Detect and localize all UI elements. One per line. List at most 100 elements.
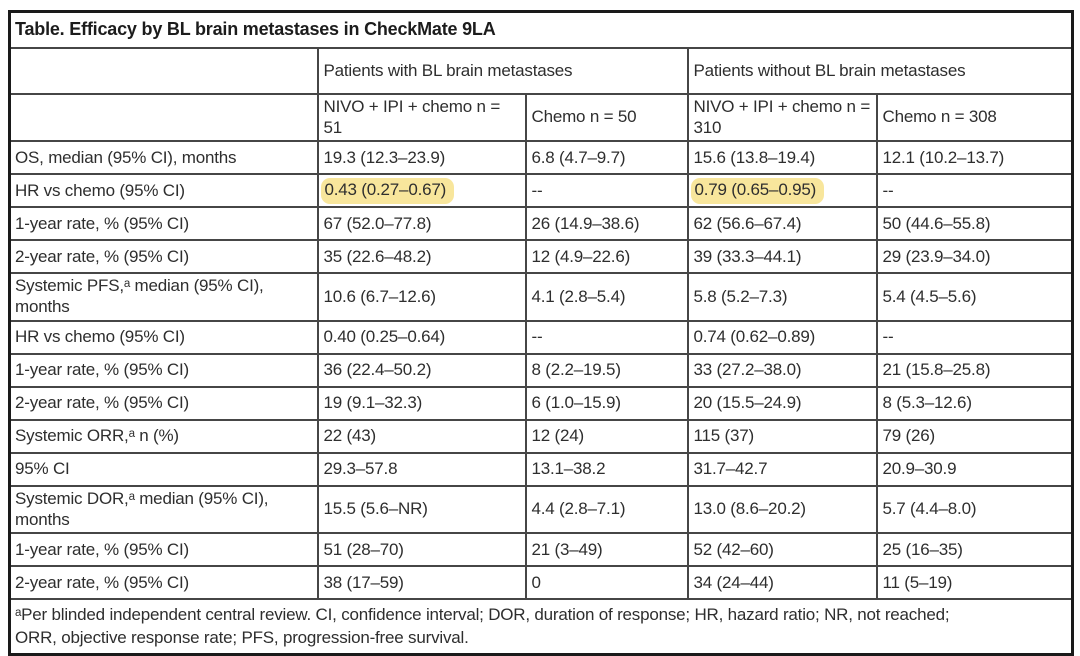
table-row: 1-year rate, % (95% CI) 36 (22.4–50.2) 8… bbox=[8, 352, 1074, 388]
efficacy-table: Table. Efficacy by BL brain metastases i… bbox=[8, 10, 1075, 656]
cell-nivo-ipi-chemo-51: 51 (28–70) bbox=[316, 532, 527, 568]
cell-chemo-50: 8 (2.2–19.5) bbox=[524, 352, 689, 388]
cell-chemo-50: 6.8 (4.7–9.7) bbox=[524, 140, 689, 176]
cell-value: 115 (37) bbox=[693, 426, 755, 446]
cell-chemo-50: -- bbox=[524, 319, 689, 355]
cell-value: 0.74 (0.62–0.89) bbox=[693, 327, 816, 347]
cell-value: 21 (3–49) bbox=[531, 539, 603, 559]
col-header-chemo-308: Chemo n = 308 bbox=[875, 92, 1074, 143]
cell-value: 25 (16–35) bbox=[882, 539, 963, 559]
row-label: Systemic PFS,ᵃ median (95% CI), months bbox=[8, 272, 319, 322]
cell-value: 12 (24) bbox=[531, 426, 585, 446]
cell-chemo-50: 4.4 (2.8–7.1) bbox=[524, 484, 689, 535]
cell-value: 62 (56.6–67.4) bbox=[693, 213, 802, 233]
table-row: 2-year rate, % (95% CI) 19 (9.1–32.3) 6 … bbox=[8, 385, 1074, 421]
cell-value: 0.43 (0.27–0.67) bbox=[320, 178, 455, 204]
cell-chemo-308: 21 (15.8–25.8) bbox=[875, 352, 1074, 388]
cell-nivo-ipi-chemo-51: 29.3–57.8 bbox=[316, 451, 527, 487]
cell-chemo-308: -- bbox=[875, 173, 1074, 209]
cell-nivo-ipi-chemo-51: 10.6 (6.7–12.6) bbox=[316, 272, 527, 322]
cell-chemo-308: 79 (26) bbox=[875, 418, 1074, 454]
cell-value: 31.7–42.7 bbox=[693, 459, 768, 479]
cell-nivo-ipi-chemo-310: 0.74 (0.62–0.89) bbox=[686, 319, 878, 355]
cell-value: 13.1–38.2 bbox=[531, 459, 606, 479]
cell-nivo-ipi-chemo-51: 35 (22.6–48.2) bbox=[316, 239, 527, 275]
table-row: Systemic PFS,ᵃ median (95% CI), months 1… bbox=[8, 272, 1074, 322]
cell-nivo-ipi-chemo-51: 22 (43) bbox=[316, 418, 527, 454]
empty-corner-cell bbox=[8, 47, 319, 95]
cell-value: 34 (24–44) bbox=[693, 572, 774, 592]
cell-chemo-50: 13.1–38.2 bbox=[524, 451, 689, 487]
cell-chemo-50: 21 (3–49) bbox=[524, 532, 689, 568]
cell-value: 15.6 (13.8–19.4) bbox=[693, 147, 816, 167]
column-header-row: NIVO + IPI + chemo n = 51 Chemo n = 50 N… bbox=[8, 92, 1074, 143]
footnote-line-1: ᵃPer blinded independent central review.… bbox=[15, 605, 950, 625]
table-title: Table. Efficacy by BL brain metastases i… bbox=[8, 10, 1074, 49]
row-label: 2-year rate, % (95% CI) bbox=[8, 385, 319, 421]
cell-nivo-ipi-chemo-51: 19 (9.1–32.3) bbox=[316, 385, 527, 421]
cell-value: 33 (27.2–38.0) bbox=[693, 360, 802, 380]
cell-value: -- bbox=[882, 180, 894, 200]
cell-chemo-308: 5.4 (4.5–5.6) bbox=[875, 272, 1074, 322]
cell-chemo-50: 6 (1.0–15.9) bbox=[524, 385, 689, 421]
cell-chemo-308: 12.1 (10.2–13.7) bbox=[875, 140, 1074, 176]
cell-nivo-ipi-chemo-310: 115 (37) bbox=[686, 418, 878, 454]
table-row: 95% CI 29.3–57.8 13.1–38.2 31.7–42.7 20.… bbox=[8, 451, 1074, 487]
cell-value: -- bbox=[531, 327, 543, 347]
cell-value: 39 (33.3–44.1) bbox=[693, 246, 802, 266]
cell-value: 50 (44.6–55.8) bbox=[882, 213, 991, 233]
footnote: ᵃPer blinded independent central review.… bbox=[8, 598, 1074, 656]
cell-value: 19.3 (12.3–23.9) bbox=[323, 147, 446, 167]
cell-value: 51 (28–70) bbox=[323, 539, 404, 559]
table-row: Systemic DOR,ᵃ median (95% CI), months 1… bbox=[8, 484, 1074, 535]
row-label: 2-year rate, % (95% CI) bbox=[8, 565, 319, 601]
cell-chemo-50: 4.1 (2.8–5.4) bbox=[524, 272, 689, 322]
cell-nivo-ipi-chemo-51: 0.43 (0.27–0.67) bbox=[316, 173, 527, 209]
cell-chemo-308: 25 (16–35) bbox=[875, 532, 1074, 568]
cell-value: 12 (4.9–22.6) bbox=[531, 246, 631, 266]
cell-nivo-ipi-chemo-51: 36 (22.4–50.2) bbox=[316, 352, 527, 388]
cell-chemo-50: 26 (14.9–38.6) bbox=[524, 206, 689, 242]
cell-value: 35 (22.6–48.2) bbox=[323, 246, 432, 266]
col-header-nivo-ipi-chemo-310: NIVO + IPI + chemo n = 310 bbox=[686, 92, 878, 143]
empty-corner-cell bbox=[8, 92, 319, 143]
row-label: 2-year rate, % (95% CI) bbox=[8, 239, 319, 275]
row-label: Systemic DOR,ᵃ median (95% CI), months bbox=[8, 484, 319, 535]
row-label: 1-year rate, % (95% CI) bbox=[8, 532, 319, 568]
row-label: HR vs chemo (95% CI) bbox=[8, 319, 319, 355]
row-label: Systemic ORR,ᵃ n (%) bbox=[8, 418, 319, 454]
cell-value: 26 (14.9–38.6) bbox=[531, 213, 640, 233]
cell-value: 22 (43) bbox=[323, 426, 377, 446]
cell-value: 11 (5–19) bbox=[882, 572, 953, 592]
footnote-line-2: ORR, objective response rate; PFS, progr… bbox=[15, 627, 469, 647]
col-group-with-bl-mets: Patients with BL brain metastases bbox=[316, 47, 689, 95]
cell-chemo-50: -- bbox=[524, 173, 689, 209]
cell-chemo-308: 29 (23.9–34.0) bbox=[875, 239, 1074, 275]
cell-chemo-50: 12 (4.9–22.6) bbox=[524, 239, 689, 275]
cell-value: 5.4 (4.5–5.6) bbox=[882, 286, 977, 306]
cell-value: -- bbox=[882, 327, 894, 347]
table-row: 1-year rate, % (95% CI) 51 (28–70) 21 (3… bbox=[8, 532, 1074, 568]
cell-nivo-ipi-chemo-310: 15.6 (13.8–19.4) bbox=[686, 140, 878, 176]
cell-nivo-ipi-chemo-310: 5.8 (5.2–7.3) bbox=[686, 272, 878, 322]
cell-value: 4.4 (2.8–7.1) bbox=[531, 499, 626, 519]
cell-chemo-308: 5.7 (4.4–8.0) bbox=[875, 484, 1074, 535]
cell-chemo-308: 20.9–30.9 bbox=[875, 451, 1074, 487]
cell-value: 29 (23.9–34.0) bbox=[882, 246, 991, 266]
cell-nivo-ipi-chemo-310: 52 (42–60) bbox=[686, 532, 878, 568]
cell-value: 6 (1.0–15.9) bbox=[531, 393, 621, 413]
cell-chemo-308: -- bbox=[875, 319, 1074, 355]
cell-nivo-ipi-chemo-51: 67 (52.0–77.8) bbox=[316, 206, 527, 242]
cell-nivo-ipi-chemo-310: 33 (27.2–38.0) bbox=[686, 352, 878, 388]
title-row: Table. Efficacy by BL brain metastases i… bbox=[8, 10, 1074, 49]
table-row: 2-year rate, % (95% CI) 38 (17–59) 0 34 … bbox=[8, 565, 1074, 601]
cell-value: 67 (52.0–77.8) bbox=[323, 213, 432, 233]
cell-value: 20 (15.5–24.9) bbox=[693, 393, 802, 413]
cell-value: 12.1 (10.2–13.7) bbox=[882, 147, 1005, 167]
footnote-row: ᵃPer blinded independent central review.… bbox=[8, 598, 1074, 656]
cell-nivo-ipi-chemo-310: 39 (33.3–44.1) bbox=[686, 239, 878, 275]
cell-nivo-ipi-chemo-310: 0.79 (0.65–0.95) bbox=[686, 173, 878, 209]
cell-nivo-ipi-chemo-51: 0.40 (0.25–0.64) bbox=[316, 319, 527, 355]
cell-value: 52 (42–60) bbox=[693, 539, 774, 559]
